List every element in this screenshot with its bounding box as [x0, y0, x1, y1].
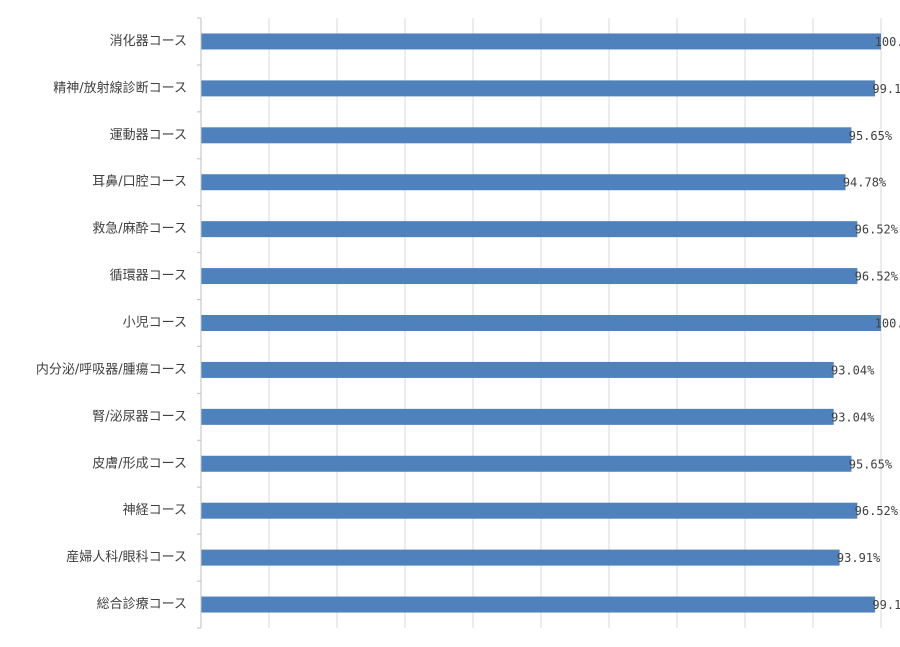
category-label: 循環器コース: [110, 269, 187, 284]
bar: [201, 127, 852, 144]
bar: [201, 33, 881, 50]
category-label: 運動器コース: [110, 128, 187, 143]
data-label: 100.00%: [875, 317, 900, 331]
bar: [201, 174, 846, 191]
bar: [201, 502, 858, 519]
data-label: 96.52%: [855, 223, 899, 237]
data-label: 95.65%: [849, 457, 893, 471]
data-label: 93.91%: [837, 551, 881, 565]
data-label: 95.65%: [849, 129, 893, 143]
bar: [201, 455, 852, 472]
category-label: 消化器コース: [110, 34, 187, 49]
category-label: 皮膚/形成コース: [92, 455, 187, 471]
labels: 消化器コース 100.00% 精神/放射線診断コース 99.13% 運動器コース 95.6…: [36, 34, 900, 612]
data-label: 96.52%: [855, 504, 899, 518]
bar: [201, 268, 858, 285]
category-label: 内分泌/呼吸器/腫瘍コース: [36, 361, 187, 377]
data-label: 100.00%: [875, 35, 900, 49]
bar: [201, 315, 881, 331]
bar: [201, 80, 876, 97]
bar: [201, 221, 858, 238]
category-label: 腎/泌尿器コース: [92, 409, 187, 424]
category-label: 救急/麻酔コース: [92, 221, 187, 237]
category-label: 耳鼻/口腔コース: [92, 174, 187, 190]
category-label: 産婦人科/眼科コース: [66, 549, 187, 565]
bar: [201, 549, 840, 566]
data-label: 93.04%: [831, 363, 875, 377]
bars: [201, 33, 881, 613]
category-label: 総合診療コース: [97, 596, 187, 612]
data-label: 93.04%: [831, 410, 875, 424]
bar: [201, 408, 834, 425]
data-label: 99.13%: [872, 82, 900, 96]
category-axis: [197, 17, 202, 629]
data-label: 99.13%: [872, 598, 900, 612]
category-label: 小児コース: [123, 316, 187, 331]
bar: [201, 596, 876, 613]
bar: [201, 361, 834, 378]
category-label: 精神/放射線診断コース: [53, 80, 187, 96]
category-label: 神経コース: [123, 503, 187, 518]
data-label: 96.52%: [855, 270, 899, 284]
data-label: 94.78%: [843, 176, 887, 190]
